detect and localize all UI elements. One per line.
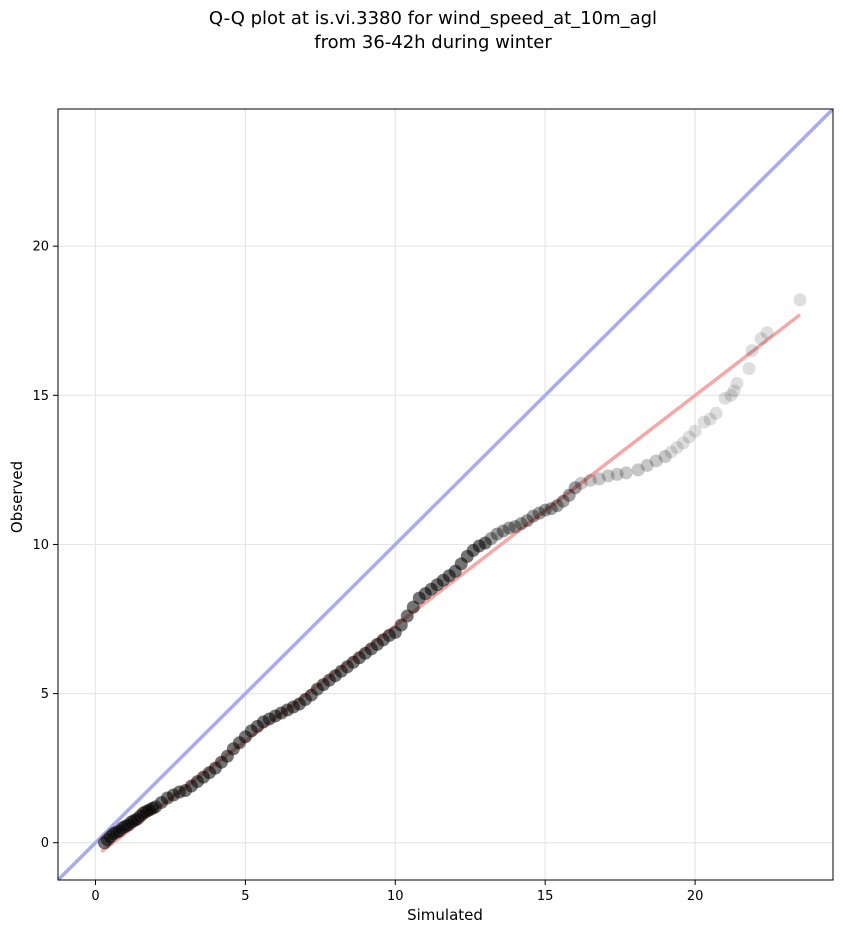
data-point	[484, 531, 498, 545]
data-point	[544, 502, 558, 516]
data-point	[730, 376, 744, 390]
data-point	[601, 469, 615, 483]
identity-line	[58, 109, 833, 880]
data-point	[514, 517, 528, 531]
data-point	[532, 506, 546, 520]
data-point	[538, 503, 552, 517]
data-point	[709, 406, 723, 420]
data-point	[640, 458, 654, 472]
data-point	[676, 436, 690, 450]
data-point	[754, 332, 768, 346]
data-point	[682, 430, 696, 444]
y-tick-label: 10	[32, 538, 49, 553]
data-point	[742, 361, 756, 375]
data-point	[550, 499, 564, 513]
grid	[58, 109, 833, 880]
data-point	[718, 391, 732, 405]
data-point	[631, 463, 645, 477]
data-point	[670, 441, 684, 455]
reference-lines	[58, 109, 833, 880]
data-point	[556, 494, 570, 508]
data-point	[574, 476, 588, 490]
x-axis-ticks: 0 5 10 15 20	[91, 880, 703, 904]
data-point	[688, 424, 702, 438]
data-point	[478, 536, 492, 550]
data-point	[664, 445, 678, 459]
data-point	[526, 509, 540, 523]
chart-title-line-1: Q-Q plot at is.vi.3380 for wind_speed_at…	[209, 8, 657, 29]
data-point	[649, 454, 663, 468]
y-tick-label: 5	[41, 687, 49, 702]
y-axis-label: Observed	[8, 461, 26, 533]
y-tick-label: 15	[32, 389, 49, 404]
data-point	[610, 467, 624, 481]
data-point	[793, 293, 807, 307]
data-point	[502, 521, 516, 535]
data-point	[745, 344, 759, 358]
data-point	[562, 488, 576, 502]
data-point	[592, 472, 606, 486]
y-axis-ticks: 0 5 10 15 20	[32, 240, 58, 851]
data-point	[724, 388, 738, 402]
data-point	[508, 520, 522, 534]
data-point	[520, 514, 534, 528]
chart-title-line-2: from 36-42h during winter	[314, 32, 552, 53]
data-point	[568, 481, 582, 495]
data-points	[97, 293, 807, 850]
data-point	[619, 466, 633, 480]
data-point	[703, 412, 717, 426]
data-point	[658, 449, 672, 463]
data-point	[490, 527, 504, 541]
x-tick-label: 20	[687, 889, 704, 904]
data-point	[496, 524, 510, 538]
y-tick-label: 0	[41, 836, 49, 851]
x-tick-label: 15	[537, 889, 554, 904]
x-tick-label: 0	[91, 889, 99, 904]
x-tick-label: 5	[241, 889, 249, 904]
data-point	[583, 473, 597, 487]
x-axis-label: Simulated	[407, 906, 483, 924]
data-point	[727, 384, 741, 398]
y-tick-label: 20	[32, 240, 49, 255]
x-tick-label: 10	[387, 889, 404, 904]
plot-area-frame	[57, 108, 834, 881]
data-point	[760, 326, 774, 340]
data-point	[697, 415, 711, 429]
